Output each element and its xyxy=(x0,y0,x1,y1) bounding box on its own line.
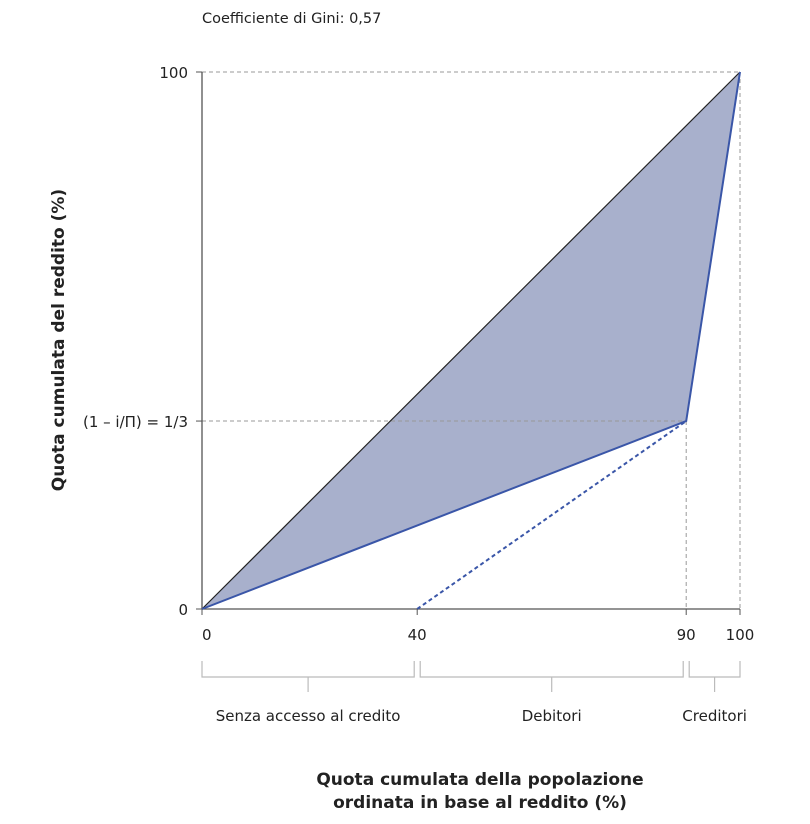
y-tick-label: (1 – i/Π) = 1/3 xyxy=(83,413,188,431)
x-tick-label: 90 xyxy=(677,626,696,644)
x-axis-label-line1: Quota cumulata della popolazione xyxy=(316,770,643,790)
y-tick-label: 100 xyxy=(159,64,188,82)
group-bracket xyxy=(419,661,684,692)
x-tick-label: 100 xyxy=(726,626,755,644)
group-bracket xyxy=(201,661,415,692)
x-tick-label: 40 xyxy=(408,626,427,644)
equality-line xyxy=(201,71,741,610)
lorenz-curve xyxy=(201,71,741,610)
debtors-dashed-line xyxy=(416,420,687,610)
y-tick-label: 0 xyxy=(178,601,188,619)
group-bracket xyxy=(688,661,741,692)
x-tick-label: 0 xyxy=(202,626,212,644)
chart-title: Coefficiente di Gini: 0,57 xyxy=(202,11,381,27)
group-label: Senza accesso al credito xyxy=(216,707,401,725)
x-axis-label-line2: ordinata in base al reddito (%) xyxy=(333,793,627,813)
group-label: Debitori xyxy=(522,707,582,725)
y-axis-label: Quota cumulata del reddito (%) xyxy=(49,189,69,491)
group-label: Creditori xyxy=(682,707,747,725)
